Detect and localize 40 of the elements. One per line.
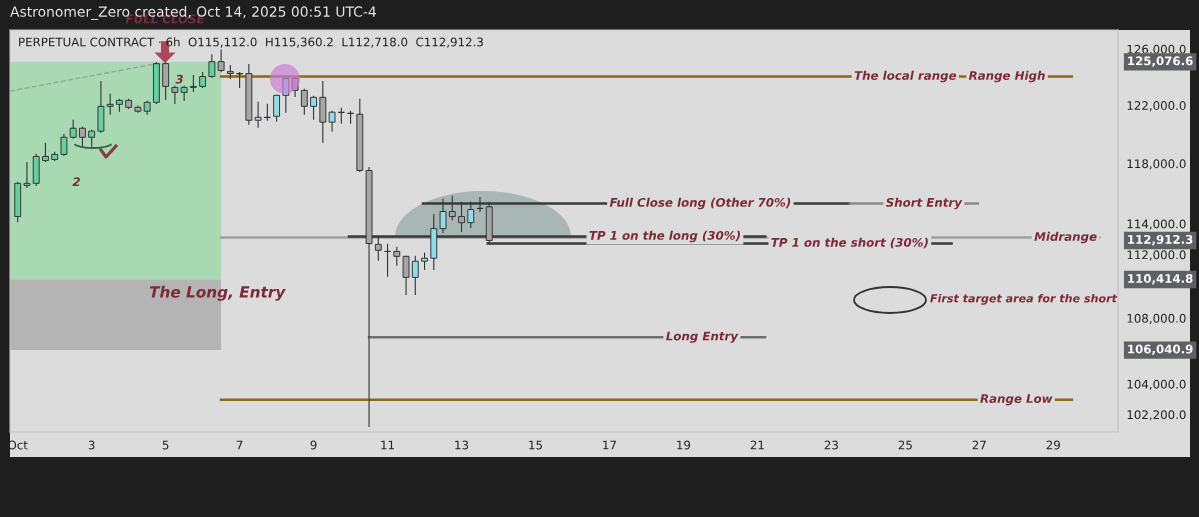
text: PERPETUAL CONTRACT · 6h O115,112.0 H115,360.2 L112,718.0 C112,912.3 bbox=[19, 37, 483, 48]
x-tick-label: 21 bbox=[750, 440, 764, 450]
annotation: TP 1 on the long (30%) bbox=[589, 230, 740, 243]
annotation: Short Entry bbox=[885, 197, 963, 210]
x-tick-label: 11 bbox=[381, 440, 394, 450]
text: 112,912.3 bbox=[1128, 234, 1193, 246]
annotation: The local range bbox=[854, 70, 957, 83]
annotation: Long Entry bbox=[666, 331, 739, 343]
x-tick-label: 27 bbox=[972, 440, 986, 450]
x-tick-label: 29 bbox=[1046, 440, 1060, 450]
annotation: The Long, Entry bbox=[149, 285, 286, 301]
y-tick-label: 126,000.0 bbox=[1127, 44, 1186, 55]
annotation: First target area for the short bbox=[930, 293, 1118, 305]
y-tick-label: 118,000.0 bbox=[1127, 159, 1186, 170]
x-tick-label: 15 bbox=[529, 440, 542, 450]
y-tick-label: 122,000.0 bbox=[1127, 101, 1186, 112]
annotation: 2 bbox=[72, 177, 80, 187]
y-tick-label: 114,000.0 bbox=[1127, 219, 1186, 230]
annotation: TP 1 on the short (30%) bbox=[771, 237, 928, 249]
annotation: 3 bbox=[175, 74, 183, 84]
annotation: Range Low bbox=[980, 394, 1053, 406]
text: 125,076.6 bbox=[1128, 56, 1193, 67]
text: 106,040.9 bbox=[1128, 344, 1193, 356]
x-tick-label: 13 bbox=[455, 440, 469, 450]
x-tick-label: 25 bbox=[898, 440, 912, 450]
x-tick-label: 23 bbox=[824, 440, 838, 450]
x-tick-label: 17 bbox=[603, 440, 616, 450]
annotation: Midrange bbox=[1034, 231, 1097, 244]
y-tick-label: 108,000.0 bbox=[1127, 313, 1186, 324]
y-tick-label: 104,000.0 bbox=[1127, 379, 1186, 390]
x-tick-label: 9 bbox=[310, 440, 317, 450]
x-tick-label: 3 bbox=[88, 440, 95, 450]
x-tick-label: 7 bbox=[236, 440, 243, 450]
x-tick-label: 5 bbox=[162, 440, 169, 450]
x-tick-label: 19 bbox=[677, 440, 691, 450]
text: 110,414.8 bbox=[1128, 274, 1193, 285]
y-tick-label: 112,000.0 bbox=[1127, 250, 1186, 261]
y-tick-label: 102,200.0 bbox=[1127, 410, 1186, 421]
annotation: Full Close long (Other 70%) bbox=[609, 197, 791, 210]
annotation: Range High bbox=[968, 70, 1045, 83]
